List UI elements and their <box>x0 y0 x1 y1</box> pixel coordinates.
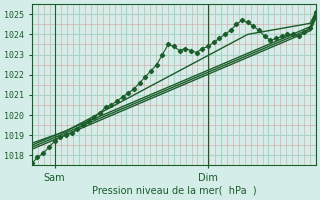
X-axis label: Pression niveau de la mer(  hPa  ): Pression niveau de la mer( hPa ) <box>92 186 256 196</box>
